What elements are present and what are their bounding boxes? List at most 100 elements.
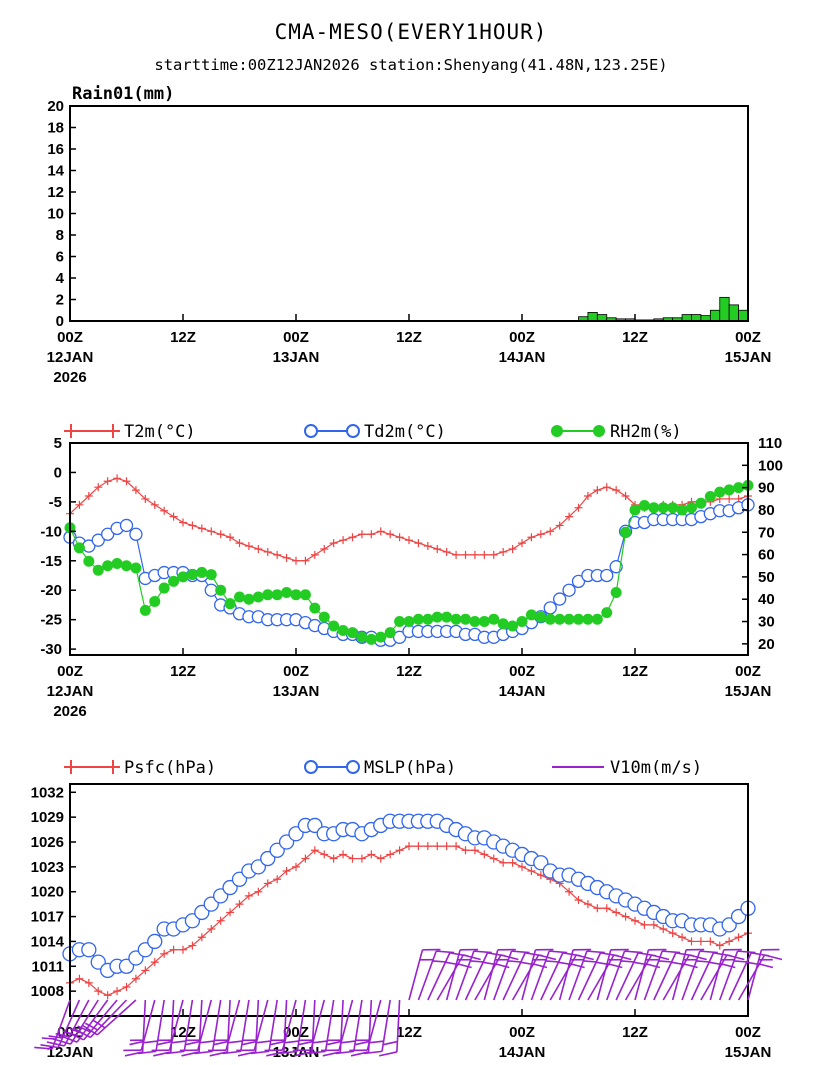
y-tick-label: 1020: [31, 884, 64, 901]
wind-barb: [239, 999, 250, 1052]
circle-marker: [147, 933, 163, 950]
y-tick-label-right: 20: [758, 636, 775, 653]
dot-marker: [384, 627, 396, 639]
wind-barb: [653, 952, 677, 1001]
plus-marker: [489, 854, 498, 863]
wind-barb: [540, 952, 564, 1001]
dot-marker: [365, 633, 377, 645]
wind-barb: [296, 999, 307, 1052]
y-tick-label: -15: [40, 553, 62, 570]
plus-marker: [367, 530, 376, 539]
plus-marker: [216, 530, 225, 539]
dot-marker: [337, 624, 349, 636]
plus-marker: [339, 536, 348, 545]
x-tick-label: 12Z: [170, 1024, 196, 1041]
wind-barb: [728, 952, 752, 1001]
dot-marker: [648, 502, 660, 514]
plus-marker: [94, 987, 103, 996]
wind-barb-feather: [436, 950, 455, 954]
plus-marker: [480, 850, 489, 859]
wind-barb-feather: [759, 963, 774, 969]
legend-marker: [346, 424, 360, 438]
wind-barb: [225, 999, 241, 1051]
dot-marker: [563, 613, 575, 625]
wind-barb-feather: [364, 1050, 383, 1055]
y-tick-label: 1011: [31, 958, 64, 975]
plus-marker: [527, 867, 536, 875]
dot-marker: [394, 616, 406, 628]
series-2: [64, 479, 754, 645]
wind-barb-feather: [737, 950, 756, 954]
plus-marker: [461, 550, 470, 559]
plus-marker: [414, 539, 423, 548]
wind-barb-feather: [307, 1050, 326, 1055]
x-tick-label: 12Z: [396, 663, 422, 680]
wind-barb-feather: [92, 1019, 106, 1029]
rain-plot-frame: [69, 105, 749, 322]
plus-marker: [518, 862, 526, 871]
wind-barb: [253, 999, 269, 1051]
wind-barb: [643, 950, 663, 1001]
wind-barb: [310, 999, 326, 1051]
plus-marker: [423, 542, 432, 551]
x-tick-date: 13JAN: [273, 683, 320, 700]
plus-marker: [621, 912, 630, 921]
wind-barb-feather: [683, 963, 698, 969]
plus-marker: [376, 854, 385, 863]
plus-marker: [84, 492, 93, 500]
plus-marker: [197, 524, 206, 533]
dot-marker: [733, 482, 745, 494]
wind-barb-feather: [222, 1050, 241, 1055]
plus-marker: [442, 842, 451, 851]
plus-marker: [687, 937, 696, 946]
wind-barb-feather: [313, 1040, 328, 1044]
legend-marker: [106, 424, 120, 438]
wind-barb: [464, 952, 489, 1001]
legend-marker: [64, 424, 78, 438]
wind-barb-feather: [214, 1040, 229, 1046]
plus-marker: [386, 530, 395, 539]
y-tick-label: 1017: [31, 909, 64, 926]
y-tick-label: 14: [47, 163, 64, 180]
dot-marker: [299, 589, 311, 601]
dot-marker: [573, 613, 584, 625]
plus-marker: [367, 850, 376, 859]
wind-barb: [530, 950, 550, 1001]
wind-barb-feather: [327, 1040, 342, 1046]
dot-marker: [196, 566, 208, 578]
x-tick-date: 12JAN: [47, 349, 94, 366]
dot-marker: [102, 560, 114, 572]
plus-marker: [518, 539, 526, 548]
wind-barb: [718, 950, 739, 1001]
plus-marker: [357, 854, 366, 863]
dot-marker: [83, 555, 95, 567]
plus-marker: [329, 539, 338, 548]
dot-marker: [130, 562, 142, 574]
wind-barb-feather: [658, 960, 673, 963]
wind-barb: [427, 952, 451, 1001]
wind-barb-feather: [432, 960, 447, 963]
wind-barb-feather: [46, 1041, 65, 1047]
x-tick-label: 00Z: [509, 663, 535, 680]
series-line: [69, 845, 749, 996]
plus-marker: [329, 854, 338, 863]
plus-marker: [226, 908, 235, 917]
wind-barb: [96, 999, 137, 1036]
plus-marker: [94, 483, 103, 492]
plus-marker: [150, 500, 159, 509]
plus-marker: [546, 527, 555, 536]
plus-marker: [103, 991, 112, 1000]
plus-marker: [583, 900, 592, 909]
wind-barb-feather: [721, 963, 736, 969]
plus-marker: [273, 875, 282, 884]
dot-marker: [723, 484, 735, 496]
plus-marker: [565, 512, 574, 521]
wind-barb-feather: [138, 1050, 157, 1055]
plus-marker: [113, 474, 122, 483]
wind-barb-feather: [228, 1040, 243, 1044]
plus-marker: [207, 925, 216, 933]
dot-marker: [121, 560, 132, 572]
rain-panel-title: Rain01(mm): [72, 84, 174, 104]
plus-marker: [75, 974, 84, 983]
y-tick-label-right: 110: [758, 435, 782, 452]
